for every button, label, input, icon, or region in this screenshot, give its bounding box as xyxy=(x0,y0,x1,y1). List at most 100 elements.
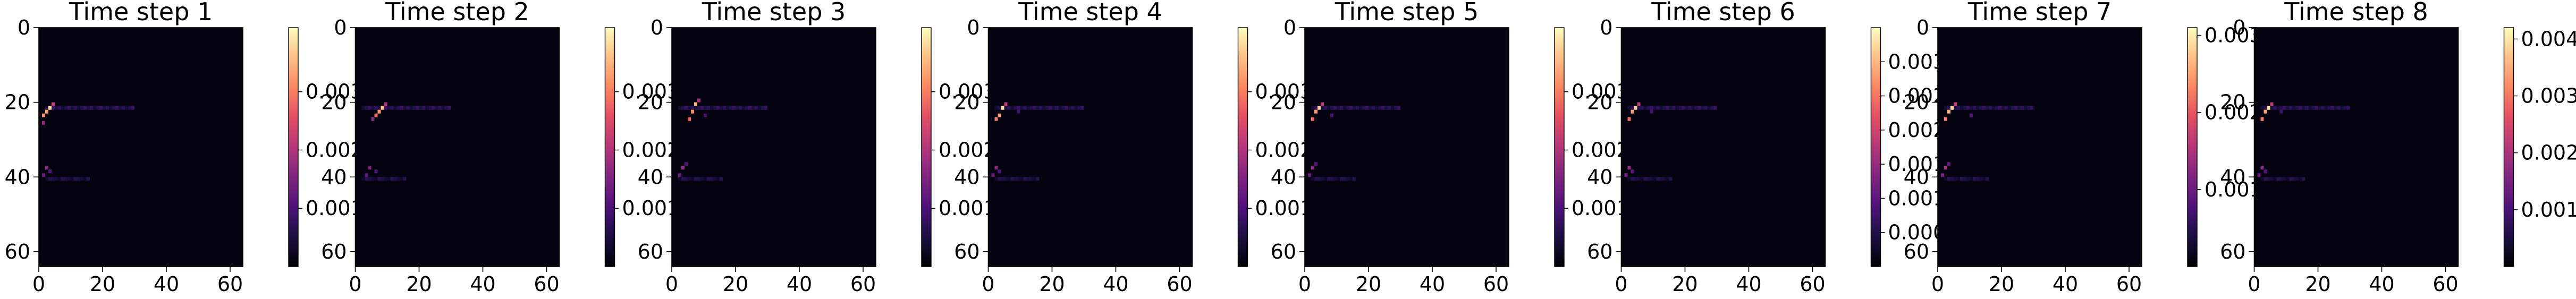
heatmap-cell xyxy=(998,113,1001,117)
heatmap-cell-faint xyxy=(1311,177,1314,181)
heatmap-cell-faint xyxy=(1950,177,1954,181)
heatmap-cell xyxy=(1627,166,1631,170)
heatmap-cell-faint xyxy=(1704,106,1708,110)
subplot-6: Time step 60 20 40 6002040600.0000.0010.001… xyxy=(1587,0,1946,296)
colorbar-tick-label: 0.001 xyxy=(306,197,364,220)
heatmap-cell-faint xyxy=(1957,106,1960,110)
heatmap-cell xyxy=(1314,109,1317,114)
heatmap-cell-faint xyxy=(1646,106,1650,110)
heatmap-cell-faint xyxy=(1010,177,1014,181)
x-tick-label: 60 xyxy=(217,272,243,296)
heatmap-cell-faint xyxy=(125,106,128,110)
heatmap-cell-faint xyxy=(2017,106,2021,110)
heatmap-cell-faint xyxy=(2286,106,2290,110)
heatmap-cell xyxy=(994,166,998,170)
heatmap-cell-faint xyxy=(368,177,371,181)
heatmap-cell-faint xyxy=(739,106,742,110)
heatmap-cell-faint xyxy=(2005,106,2008,110)
heatmap-cell xyxy=(994,117,998,121)
heatmap-cell-faint xyxy=(64,177,67,181)
y-tick-label: 20 xyxy=(1904,91,1929,114)
heatmap-cell-faint xyxy=(1656,177,1660,181)
heatmap-cell-faint xyxy=(83,177,87,181)
heatmap-cell-faint xyxy=(377,177,381,181)
heatmap-cell-faint xyxy=(2308,106,2312,110)
y-tick-label: 40 xyxy=(2220,165,2245,189)
subplot-8: Time step 80 20 40 6002040600.0010.0020.003… xyxy=(2220,0,2576,296)
heatmap-cell-faint xyxy=(700,177,704,181)
x-tick-label: 0 xyxy=(1298,272,1311,296)
heatmap-cell-faint xyxy=(1662,106,1666,110)
x-tick-label: 20 xyxy=(2305,272,2330,296)
heatmap-cell-faint xyxy=(109,106,112,110)
heatmap-cell-faint xyxy=(994,106,998,110)
heatmap-cell xyxy=(1947,162,1950,166)
heatmap-cell-faint xyxy=(406,106,410,110)
heatmap-cell-faint xyxy=(1343,177,1346,181)
heatmap-cell-faint xyxy=(1666,177,1669,181)
heatmap-cell-faint xyxy=(435,106,438,110)
heatmap-cell xyxy=(1311,117,1314,121)
y-tick-label: 20 xyxy=(321,91,347,114)
y-tick-label: 0 xyxy=(651,16,663,39)
heatmap-cell-faint xyxy=(1036,177,1040,181)
heatmap-cell-faint xyxy=(2295,106,2299,110)
heatmap-cell-faint xyxy=(694,177,697,181)
colorbar-tick-label: 0.001 xyxy=(2521,198,2576,221)
heatmap-cell-faint xyxy=(2315,106,2318,110)
colorbar xyxy=(1870,27,1881,267)
chart-title: Time step 4 xyxy=(1018,0,1162,26)
heatmap-cell-faint xyxy=(1694,106,1698,110)
heatmap-cell-faint xyxy=(1381,106,1384,110)
heatmap-cell xyxy=(1004,102,1008,106)
heatmap-cell-faint xyxy=(1713,106,1717,110)
colorbar xyxy=(2187,27,2198,267)
colorbar-tick-label: 0.000 xyxy=(1888,221,1946,244)
heatmap-cell-faint xyxy=(736,106,739,110)
heatmap-cell-faint xyxy=(2270,177,2274,181)
heatmap-cell-faint xyxy=(2279,106,2283,110)
heatmap-cell-faint xyxy=(45,177,48,181)
heatmap-cell-faint xyxy=(2289,106,2293,110)
heatmap-cell xyxy=(381,106,384,110)
heatmap-cell-faint xyxy=(1314,177,1317,181)
heatmap-cell-faint xyxy=(1033,177,1036,181)
heatmap-cell-faint xyxy=(1001,177,1004,181)
heatmap-cell-faint xyxy=(691,106,694,110)
heatmap-cell-faint xyxy=(1976,106,1979,110)
heatmap-cell xyxy=(998,169,1001,174)
heatmap-cell xyxy=(1017,109,1020,114)
axes-frame xyxy=(2253,27,2459,267)
heatmap-cell xyxy=(1314,162,1317,166)
heatmap-cell xyxy=(374,169,378,174)
heatmap-cell-faint xyxy=(2008,106,2011,110)
colorbar-tick-label: 0.001 xyxy=(1888,186,1946,210)
heatmap-cell-faint xyxy=(403,177,407,181)
y-tick-label: 60 xyxy=(954,240,979,263)
heatmap-cell-faint xyxy=(1388,106,1391,110)
heatmap-cell-faint xyxy=(1343,106,1346,110)
heatmap-cell-faint xyxy=(1659,177,1663,181)
heatmap-cell-faint xyxy=(2299,177,2302,181)
heatmap-cell-faint xyxy=(2283,177,2286,181)
heatmap-cell-faint xyxy=(1333,106,1337,110)
heatmap-cell-faint xyxy=(1023,177,1027,181)
heatmap-cell-faint xyxy=(384,106,387,110)
y-tick-label: 40 xyxy=(954,165,979,189)
heatmap-cell-faint xyxy=(390,106,394,110)
heatmap-cell-faint xyxy=(1353,106,1356,110)
heatmap-cell-faint xyxy=(1979,106,1982,110)
heatmap-cell-faint xyxy=(1065,106,1068,110)
heatmap-cell-faint xyxy=(1369,106,1372,110)
heatmap-cell-faint xyxy=(1954,177,1957,181)
heatmap-cell-faint xyxy=(374,106,378,110)
heatmap-cell-faint xyxy=(1330,106,1333,110)
x-tick-label: 60 xyxy=(534,272,559,296)
heatmap-cell xyxy=(1950,106,1954,110)
heatmap-cell xyxy=(48,169,52,174)
heatmap-cell-faint xyxy=(1068,106,1071,110)
heatmap-cell-faint xyxy=(1627,177,1631,181)
heatmap-cell-faint xyxy=(1640,106,1644,110)
